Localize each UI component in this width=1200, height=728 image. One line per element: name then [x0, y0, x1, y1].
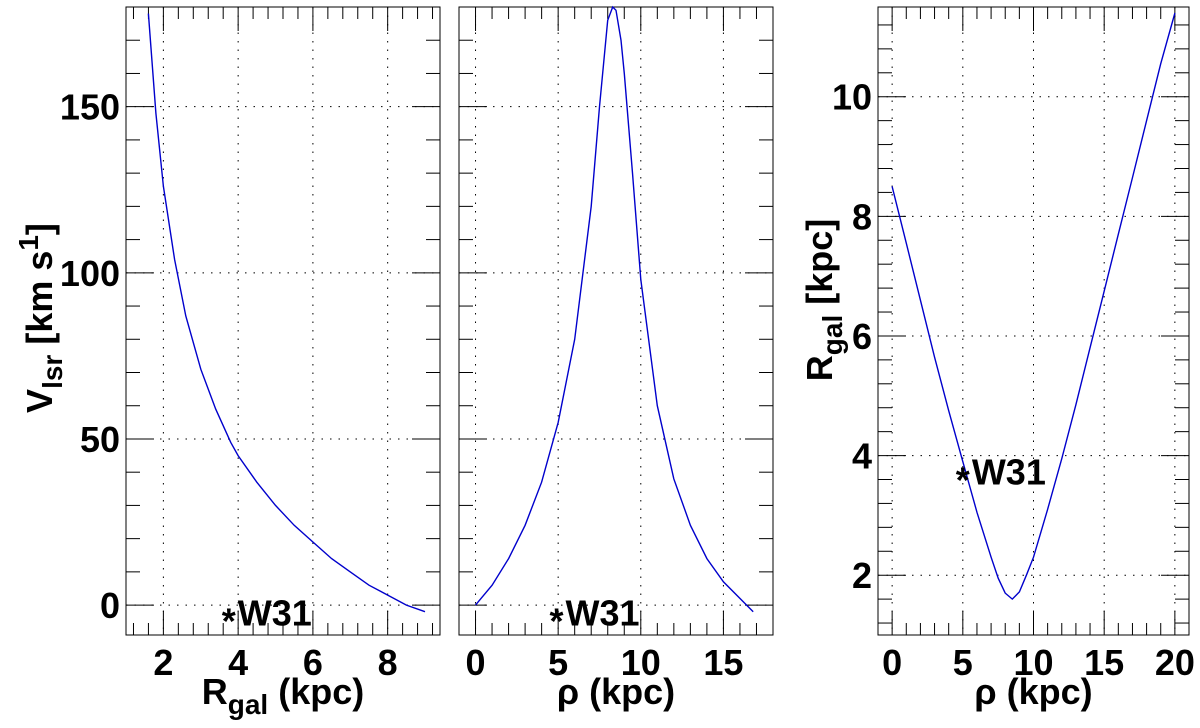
- w31-label: W31: [566, 593, 640, 634]
- x-tick-label: 20: [1155, 642, 1195, 683]
- x-axis-title-main: ρ: [557, 671, 579, 712]
- w31-label: W31: [238, 593, 312, 634]
- plot-frame: [125, 6, 441, 636]
- series-line: [891, 12, 1176, 601]
- x-axis-title-rest: (kpc): [997, 671, 1093, 712]
- x-tick-label: 5: [953, 642, 973, 683]
- x-tick-label: 2: [153, 642, 173, 683]
- y-tick-label: 0: [100, 585, 120, 626]
- w31-label: W31: [972, 452, 1046, 493]
- x-axis-title: Rgal (kpc): [202, 671, 364, 720]
- x-tick-label: 10: [1013, 642, 1053, 683]
- y-axis-title-sup: 1: [13, 235, 44, 251]
- series-line: [474, 5, 754, 613]
- y-axis-title: Rgal [kpc]: [799, 219, 848, 381]
- x-axis-title-rest: (kpc): [579, 671, 675, 712]
- y-tick-label: 6: [852, 316, 872, 357]
- y-tick-label: 100: [60, 253, 120, 294]
- y-tick-label: 10: [832, 77, 872, 118]
- y-axis-title: Vlsr [km s1]: [13, 223, 68, 413]
- w31-marker: *: [549, 601, 563, 642]
- y-tick-label: 2: [852, 555, 872, 596]
- x-tick-label: 8: [378, 642, 398, 683]
- x-axis-title-main: R: [202, 671, 228, 712]
- y-tick-label: 50: [80, 419, 120, 460]
- y-axis-title-close: ]: [19, 223, 60, 235]
- y-axis-title-rest: [kpc]: [799, 219, 840, 315]
- y-axis-title-sub: gal: [817, 315, 848, 355]
- x-axis-title: ρ (kpc): [557, 671, 675, 712]
- y-axis-title-sub: lsr: [37, 355, 68, 389]
- panel-vlsr-vs-rho: 0 5 10 15 * W31 ρ (kpc): [458, 5, 774, 712]
- x-tick-label: 0: [466, 642, 486, 683]
- y-axis-title-rest: [km s: [19, 251, 60, 355]
- x-tick-label: 15: [703, 642, 743, 683]
- x-tick-label: 15: [1084, 642, 1124, 683]
- x-tick-label: 0: [882, 642, 902, 683]
- x-axis-title-rest: (kpc): [268, 671, 364, 712]
- x-axis-title-sub: gal: [228, 689, 268, 720]
- x-tick-label: 4: [228, 642, 248, 683]
- series-line: [147, 13, 426, 613]
- y-tick-label: 8: [852, 196, 872, 237]
- y-axis-title-main: V: [19, 389, 60, 413]
- panel-rgal-vs-rho: 0 5 10 15 20 2 4 6 8 10 * W31 ρ (kpc) Rgal [kpc]: [799, 6, 1195, 712]
- w31-marker: *: [956, 460, 970, 501]
- x-axis-title-main: ρ: [974, 671, 996, 712]
- x-tick-label: 6: [303, 642, 323, 683]
- plot-frame: [458, 6, 774, 636]
- x-axis-title: ρ (kpc): [974, 671, 1092, 712]
- plot-frame: [877, 6, 1190, 636]
- y-tick-label: 150: [60, 87, 120, 128]
- x-tick-label: 10: [621, 642, 661, 683]
- y-tick-label: 4: [852, 436, 872, 477]
- w31-marker: *: [222, 601, 236, 642]
- y-axis-title-main: R: [799, 355, 840, 381]
- x-tick-label: 5: [548, 642, 568, 683]
